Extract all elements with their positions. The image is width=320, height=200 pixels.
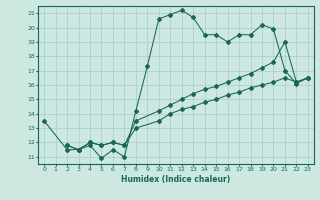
X-axis label: Humidex (Indice chaleur): Humidex (Indice chaleur) (121, 175, 231, 184)
